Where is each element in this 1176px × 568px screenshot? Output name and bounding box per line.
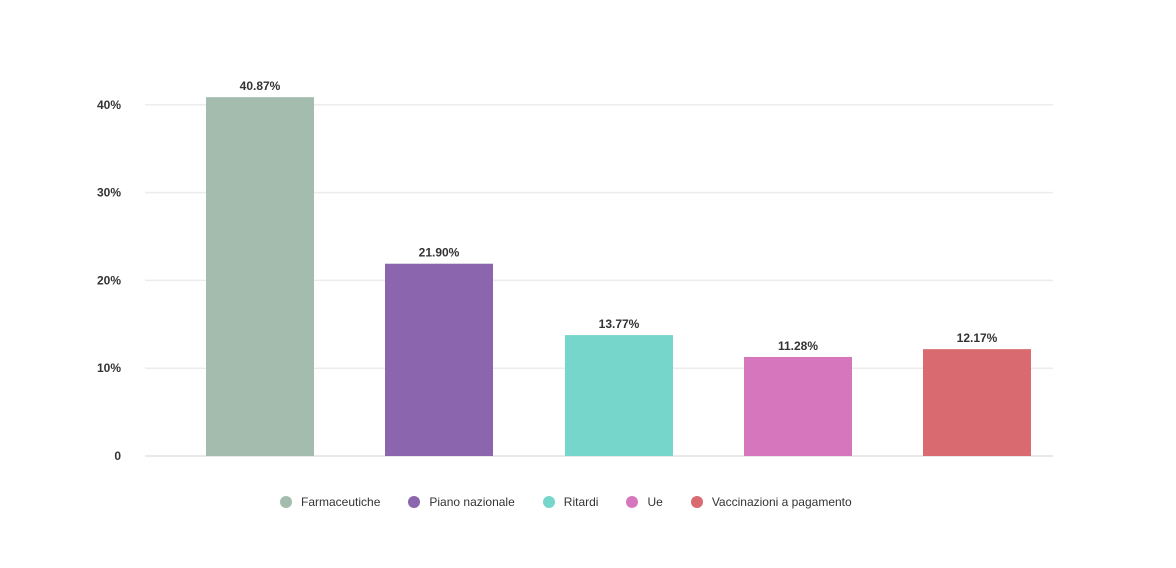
legend-item[interactable]: Farmaceutiche (280, 495, 380, 509)
y-tick-label: 30% (97, 186, 121, 200)
y-tick-label: 0 (114, 449, 121, 463)
legend-swatch-icon (542, 496, 555, 508)
legend-label: Ritardi (563, 495, 599, 509)
legend-label: Farmaceutiche (301, 495, 381, 509)
data-label: 40.87% (240, 79, 281, 93)
legend-label: Ue (647, 495, 663, 509)
legend: Farmaceutiche Piano nazionale Ritardi Ue Vac… (280, 495, 880, 509)
y-tick-label: 10% (97, 361, 121, 375)
legend-item[interactable]: Ritardi (542, 495, 599, 509)
legend-swatch-icon (690, 496, 703, 508)
data-label: 13.77% (599, 317, 640, 331)
legend-item[interactable]: Vaccinazioni a pagamento (690, 495, 852, 509)
bar-vaccinazioni-a-pagamento (923, 349, 1031, 456)
data-label: 21.90% (419, 246, 460, 260)
data-label: 11.28% (778, 339, 818, 353)
legend-item[interactable]: Piano nazionale (408, 495, 515, 509)
legend-label: Piano nazionale (429, 495, 515, 509)
legend-swatch-icon (408, 496, 421, 508)
bar-farmaceutiche (206, 97, 314, 456)
legend-item[interactable]: Ue (626, 495, 663, 509)
data-label: 12.17% (957, 331, 998, 345)
bar-piano-nazionale (385, 263, 493, 456)
bar-ue (744, 356, 852, 456)
legend-label: Vaccinazioni a pagamento (711, 495, 852, 509)
bar-ritardi (565, 335, 673, 456)
legend-swatch-icon (626, 496, 639, 508)
y-axis: 0 10% 20% 30% 40% (97, 98, 121, 463)
bars (206, 97, 1031, 456)
y-tick-label: 20% (97, 273, 121, 287)
data-labels: 40.87% 21.90% 13.77% 11.28% 12.17% (240, 79, 998, 353)
y-tick-label: 40% (97, 98, 121, 112)
legend-swatch-icon (280, 496, 292, 508)
